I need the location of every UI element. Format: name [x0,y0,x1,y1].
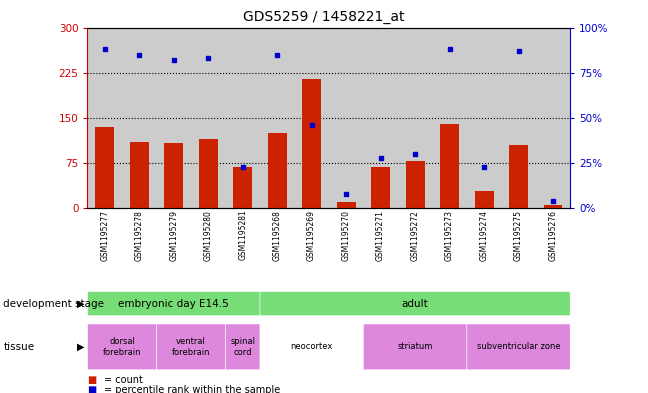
Text: ■: ■ [87,375,97,385]
Bar [502,28,536,208]
Text: = percentile rank within the sample: = percentile rank within the sample [104,385,280,393]
FancyBboxPatch shape [226,324,260,369]
FancyBboxPatch shape [88,324,156,369]
Text: GDS5259 / 1458221_at: GDS5259 / 1458221_at [243,10,405,24]
Bar [199,139,218,208]
Text: striatum: striatum [397,342,433,351]
Bar [156,28,191,208]
Bar [294,28,329,208]
Bar [233,167,252,208]
Text: development stage: development stage [3,299,104,309]
Bar [509,145,528,208]
Bar [536,28,570,208]
Text: ■: ■ [87,385,97,393]
Bar [440,124,459,208]
Bar [467,28,502,208]
Bar [364,28,398,208]
Bar [260,28,294,208]
Text: dorsal
forebrain: dorsal forebrain [103,337,141,356]
Bar [226,28,260,208]
Bar [329,28,364,208]
Text: ▶: ▶ [77,342,85,352]
Text: spinal
cord: spinal cord [230,337,255,356]
FancyBboxPatch shape [364,324,467,369]
Text: ▶: ▶ [77,299,85,309]
Bar [130,142,148,208]
Text: tissue: tissue [3,342,34,352]
Bar [544,205,562,208]
Bar [474,191,494,208]
FancyBboxPatch shape [260,292,570,315]
FancyBboxPatch shape [467,324,570,369]
FancyBboxPatch shape [157,324,225,369]
Bar [432,28,467,208]
Text: neocortex: neocortex [290,342,333,351]
Bar [122,28,156,208]
Bar [406,161,424,208]
Text: subventricular zone: subventricular zone [477,342,561,351]
Bar [302,79,321,208]
Bar [371,167,390,208]
Bar [398,28,432,208]
Bar [268,133,286,208]
Text: adult: adult [402,299,428,309]
Bar [191,28,226,208]
Bar [87,28,122,208]
Bar [95,127,114,208]
Text: = count: = count [104,375,143,385]
Bar [336,202,356,208]
Bar [164,143,183,208]
FancyBboxPatch shape [88,292,260,315]
Text: ventral
forebrain: ventral forebrain [172,337,210,356]
Text: embryonic day E14.5: embryonic day E14.5 [119,299,229,309]
